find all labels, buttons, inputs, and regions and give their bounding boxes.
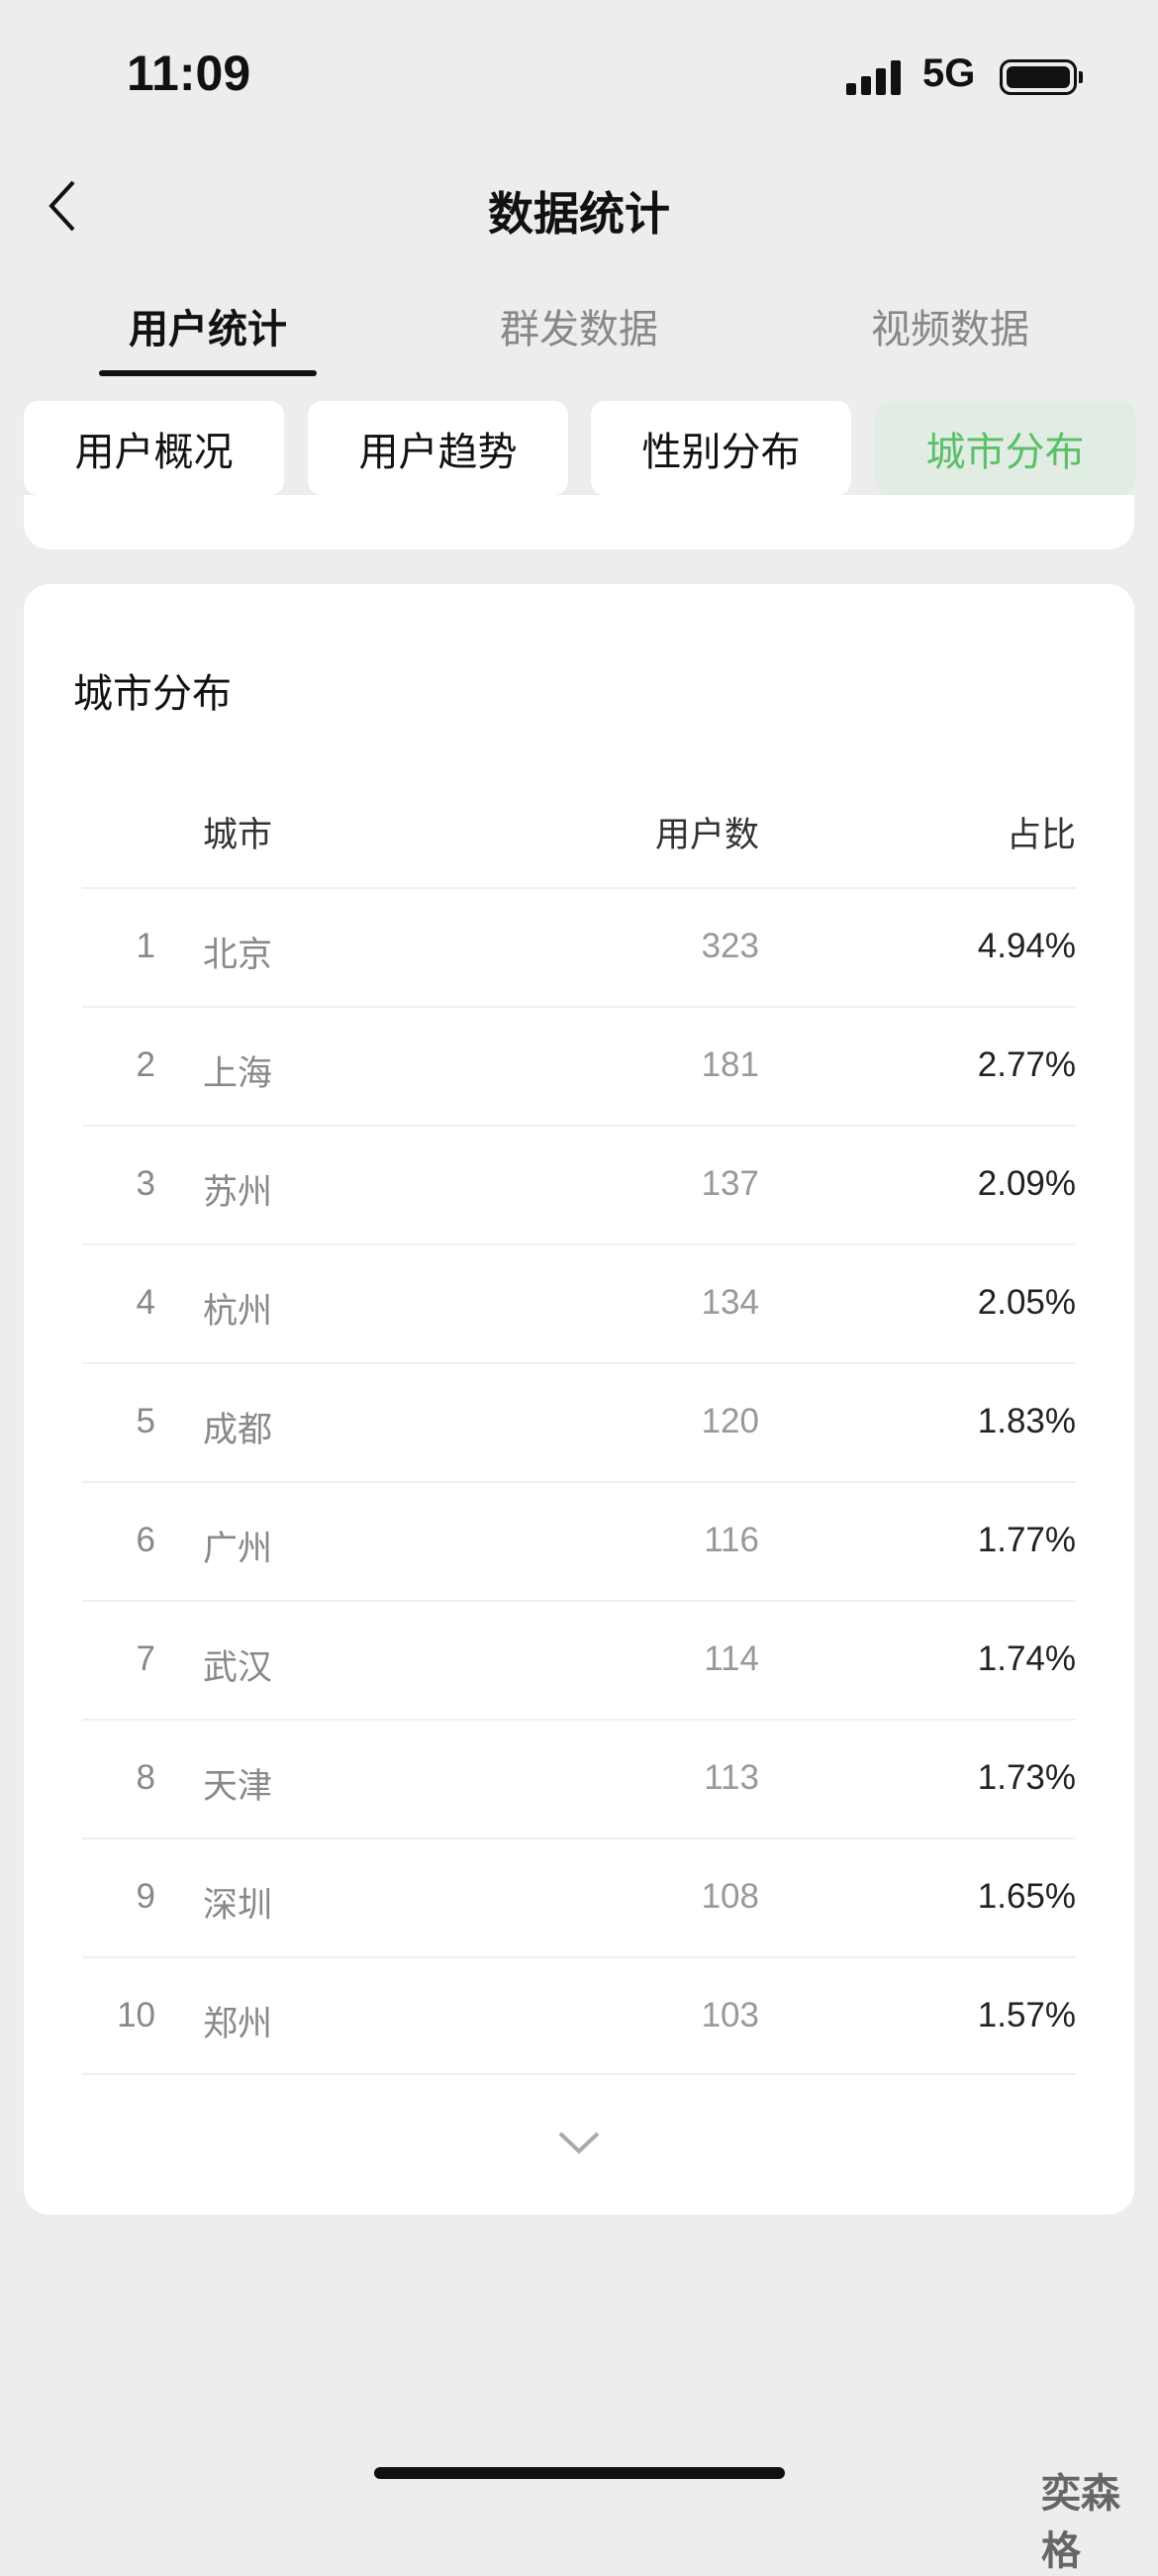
ratio-cell: 1.57%: [977, 1996, 1076, 2034]
table-row: 3 苏州 137 2.09%: [82, 1125, 1076, 1243]
rank-cell: 8: [136, 1758, 155, 1797]
page-title: 数据统计: [488, 188, 670, 240]
city-cell: 上海: [203, 1054, 273, 1093]
users-cell: 120: [701, 1402, 759, 1440]
city-cell: 苏州: [203, 1173, 273, 1212]
users-cell: 323: [701, 927, 759, 965]
tab-broadcast-data[interactable]: 群发数据: [500, 308, 658, 351]
ratio-cell: 1.83%: [977, 1402, 1076, 1440]
city-distribution-card: [24, 584, 1134, 2215]
table-row: 2 上海 181 2.77%: [82, 1006, 1076, 1125]
table-row: 6 广州 116 1.77%: [82, 1481, 1076, 1600]
rank-cell: 10: [117, 1996, 155, 2034]
ratio-cell: 1.73%: [977, 1758, 1076, 1797]
ratio-cell: 2.05%: [977, 1283, 1076, 1322]
rank-cell: 4: [136, 1283, 155, 1322]
city-cell: 广州: [203, 1530, 273, 1568]
ratio-cell: 2.77%: [977, 1045, 1076, 1084]
chevron-left-icon: [48, 180, 75, 232]
rank-cell: 9: [136, 1877, 155, 1916]
status-time: 11:09: [127, 46, 251, 101]
ratio-cell: 2.09%: [977, 1164, 1076, 1203]
table-row: 4 杭州 134 2.05%: [82, 1243, 1076, 1362]
users-cell: 134: [701, 1283, 759, 1322]
rank-cell: 6: [136, 1521, 155, 1559]
city-cell: 天津: [203, 1767, 273, 1806]
home-indicator: [374, 2467, 785, 2479]
table-row: 7 武汉 114 1.74%: [82, 1600, 1076, 1719]
users-cell: 181: [701, 1045, 759, 1084]
tab-user-stats[interactable]: 用户统计: [129, 308, 287, 351]
battery-cap: [1079, 71, 1083, 83]
city-cell: 北京: [203, 936, 273, 974]
users-cell: 116: [704, 1521, 759, 1559]
city-cell: 武汉: [203, 1648, 273, 1687]
chevron-down-icon: [558, 2131, 600, 2154]
users-cell: 114: [704, 1639, 759, 1678]
table-row: 9 深圳 108 1.65%: [82, 1837, 1076, 1956]
signal-icon: [846, 59, 901, 95]
ratio-cell: 1.77%: [977, 1521, 1076, 1559]
header-ratio: 占比: [1006, 816, 1076, 854]
tab-indicator: [99, 370, 317, 376]
rank-cell: 3: [136, 1164, 155, 1203]
rank-cell: 7: [136, 1639, 155, 1678]
rank-cell: 1: [136, 927, 155, 965]
city-cell: 郑州: [203, 2005, 273, 2043]
ratio-cell: 1.65%: [977, 1877, 1076, 1916]
header-users: 用户数: [654, 816, 759, 854]
city-cell: 成都: [203, 1411, 273, 1449]
users-cell: 113: [704, 1758, 759, 1797]
watermark: 奕森格: [1041, 2472, 1120, 2573]
expand-button[interactable]: [554, 2124, 604, 2163]
city-cell: 杭州: [203, 1292, 273, 1331]
back-button[interactable]: [44, 178, 93, 234]
tab-video-data[interactable]: 视频数据: [871, 308, 1029, 351]
chip-user-trend[interactable]: 用户趋势: [308, 401, 568, 495]
header-city: 城市: [203, 816, 273, 854]
network-label: 5G: [922, 51, 976, 95]
users-cell: 137: [701, 1164, 759, 1203]
previous-card: [24, 495, 1134, 549]
divider: [82, 2073, 1076, 2075]
card-title: 城市分布: [73, 672, 232, 716]
table-row: 10 郑州 103 1.57%: [82, 1956, 1076, 2075]
chip-gender[interactable]: 性别分布: [591, 401, 851, 495]
rank-cell: 5: [136, 1402, 155, 1440]
table-row: 1 北京 323 4.94%: [82, 887, 1076, 1006]
table-row: 8 天津 113 1.73%: [82, 1719, 1076, 1837]
chip-user-overview[interactable]: 用户概况: [24, 401, 284, 495]
users-cell: 108: [701, 1877, 759, 1916]
table-row: 5 成都 120 1.83%: [82, 1362, 1076, 1481]
chip-city[interactable]: 城市分布: [875, 401, 1135, 495]
rank-cell: 2: [136, 1045, 155, 1084]
ratio-cell: 1.74%: [977, 1639, 1076, 1678]
ratio-cell: 4.94%: [977, 927, 1076, 965]
city-cell: 深圳: [203, 1886, 273, 1925]
battery-icon: [1000, 59, 1077, 95]
users-cell: 103: [701, 1996, 759, 2034]
